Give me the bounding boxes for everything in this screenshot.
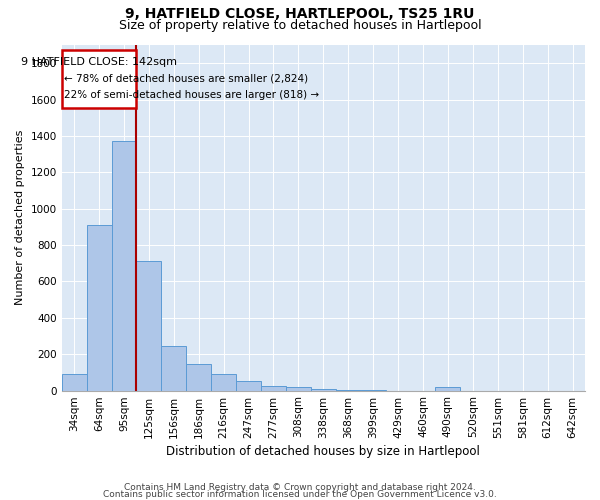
Text: 9 HATFIELD CLOSE: 142sqm: 9 HATFIELD CLOSE: 142sqm <box>21 56 177 66</box>
Text: ← 78% of detached houses are smaller (2,824): ← 78% of detached houses are smaller (2,… <box>64 74 308 84</box>
FancyBboxPatch shape <box>62 50 136 108</box>
Bar <box>261 386 286 390</box>
Text: Size of property relative to detached houses in Hartlepool: Size of property relative to detached ho… <box>119 18 481 32</box>
Bar <box>161 346 186 391</box>
Text: 22% of semi-detached houses are larger (818) →: 22% of semi-detached houses are larger (… <box>64 90 319 100</box>
Bar <box>186 364 211 390</box>
Text: 9, HATFIELD CLOSE, HARTLEPOOL, TS25 1RU: 9, HATFIELD CLOSE, HARTLEPOOL, TS25 1RU <box>125 8 475 22</box>
Bar <box>86 225 112 390</box>
Text: Contains public sector information licensed under the Open Government Licence v3: Contains public sector information licen… <box>103 490 497 499</box>
Bar <box>112 142 136 390</box>
Text: Contains HM Land Registry data © Crown copyright and database right 2024.: Contains HM Land Registry data © Crown c… <box>124 484 476 492</box>
Bar <box>136 262 161 390</box>
Bar <box>286 387 311 390</box>
Bar <box>436 387 460 390</box>
Bar <box>62 374 86 390</box>
X-axis label: Distribution of detached houses by size in Hartlepool: Distribution of detached houses by size … <box>166 444 480 458</box>
Bar <box>311 389 336 390</box>
Bar <box>236 381 261 390</box>
Bar <box>211 374 236 390</box>
Y-axis label: Number of detached properties: Number of detached properties <box>15 130 25 306</box>
